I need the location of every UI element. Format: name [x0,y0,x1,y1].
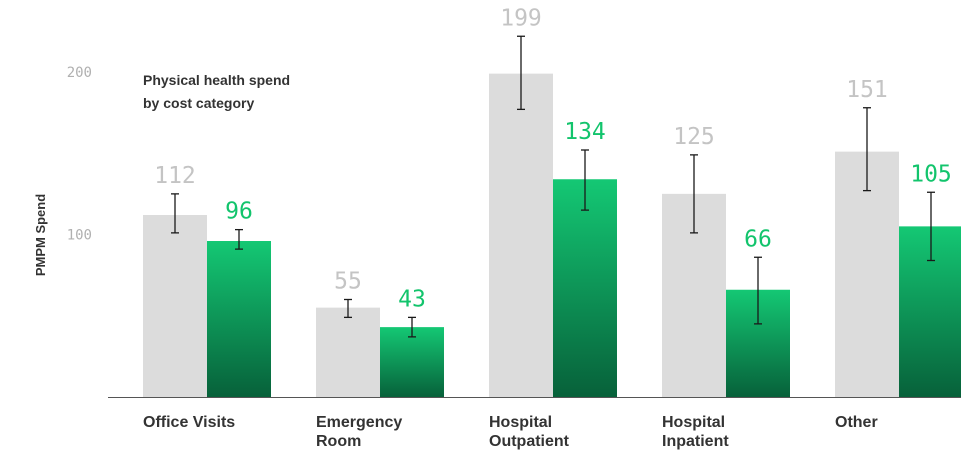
category-label: Hospital [662,414,725,431]
value-label-baseline: 151 [846,77,888,103]
value-label-program: 105 [910,161,952,187]
category-labels: Office Visits Emergency Room Hospital Outpat… [143,414,878,450]
bar-baseline [143,215,207,397]
value-label-program: 43 [398,286,426,312]
y-tick-label: 100 [67,228,92,244]
bar-program [380,327,444,397]
value-label-program: 96 [225,199,253,225]
bar-program [553,179,617,397]
value-label-program: 134 [564,119,606,145]
category-label: Hospital [489,414,552,431]
category-label: Office Visits [143,414,235,431]
bar-baseline [489,73,553,397]
bar-baseline [316,307,380,397]
value-label-baseline: 55 [334,269,362,295]
value-label-baseline: 112 [154,163,196,189]
value-label-baseline: 199 [500,5,542,31]
category-label: Room [316,433,361,450]
chart-title-line-1: Physical health spend [143,72,290,88]
y-tick-label: 200 [67,65,92,81]
bar-program [207,241,271,397]
category-label: Other [835,414,878,431]
bar-program [899,226,961,397]
value-label-baseline: 125 [673,124,715,150]
y-ticks: 100 200 [67,65,92,244]
y-axis-label: PMPM Spend [33,194,48,276]
value-label-program: 66 [744,226,772,252]
category-label: Emergency [316,414,402,431]
chart-title-line-2: by cost category [143,95,254,111]
category-label: Outpatient [489,433,570,450]
bar-baseline [835,151,899,397]
category-label: Inpatient [662,433,729,450]
bars: 112 96 55 43 199 134 125 66 151 105 [143,5,961,397]
